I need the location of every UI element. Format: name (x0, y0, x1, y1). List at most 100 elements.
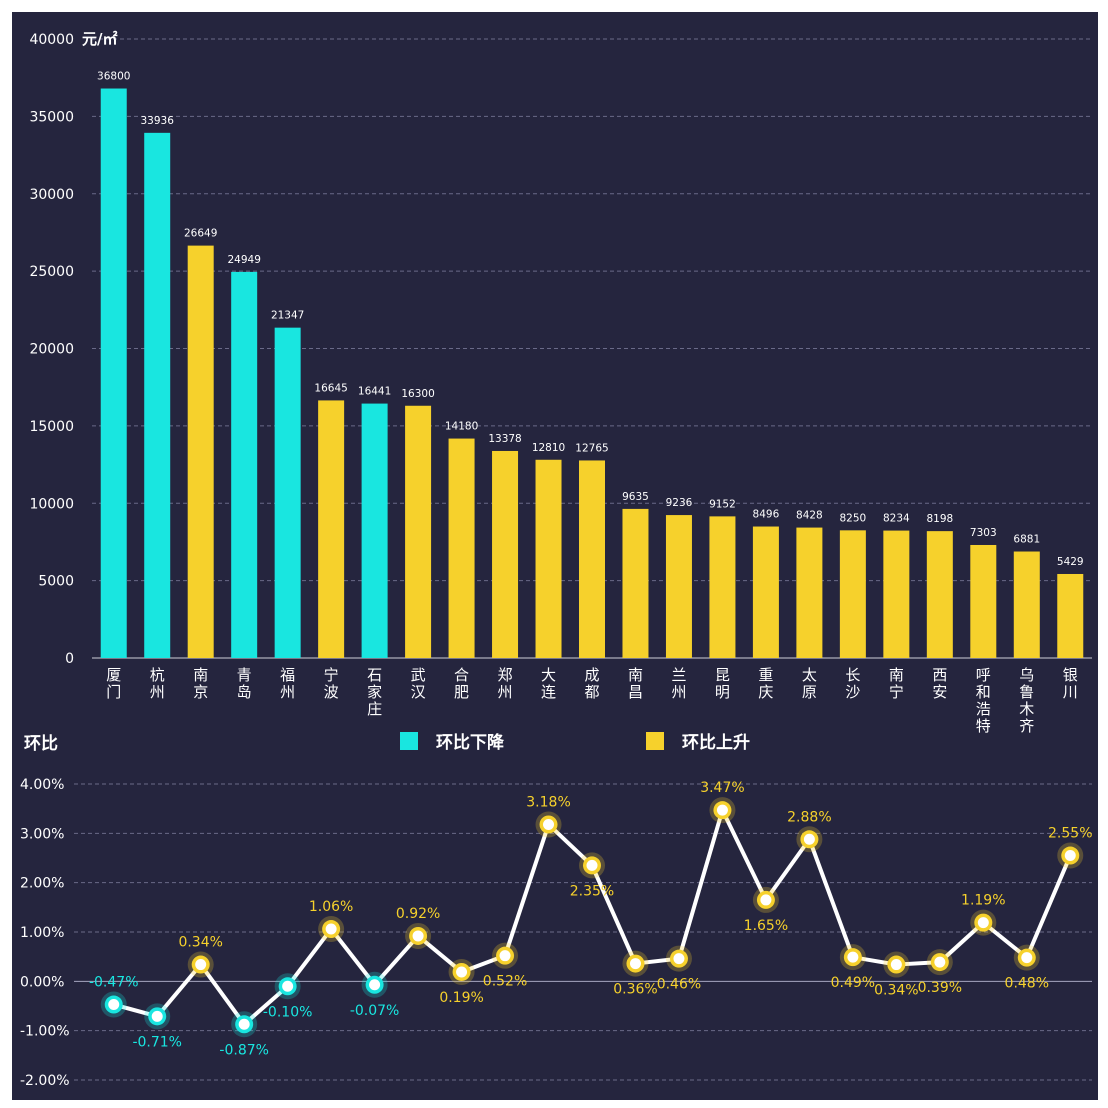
x-category-label: 银川 (1063, 666, 1078, 701)
point-value-label: 0.52% (483, 974, 527, 990)
bar (405, 405, 432, 658)
bar (318, 400, 345, 658)
point-value-label: 0.39% (918, 980, 962, 996)
bar-y-tick-label: 40000 (29, 32, 74, 48)
line-y-tick-label: 3.00% (20, 826, 64, 842)
x-category-label: 石家庄 (367, 666, 382, 718)
x-category-label: 南京 (193, 666, 208, 701)
point-dot (369, 979, 381, 991)
bar-value-label: 8250 (840, 512, 867, 524)
bar (231, 271, 258, 658)
bar-value-label: 8496 (753, 509, 780, 521)
x-category-label: 昆明 (715, 666, 730, 701)
point-dot (151, 1010, 163, 1022)
x-category-label: 福州 (280, 666, 295, 701)
legend-swatch-increase (646, 732, 664, 750)
bar-value-label: 8428 (796, 510, 823, 522)
line-y-tick-label: 0.00% (20, 974, 64, 990)
point-dot (456, 966, 468, 978)
legend-swatch-decrease (400, 732, 418, 750)
point-dot (934, 956, 946, 968)
bar-value-label: 16441 (358, 386, 391, 398)
line-y-tick-label: 4.00% (20, 777, 64, 793)
point-dot (760, 894, 772, 906)
point-dot (847, 951, 859, 963)
legend: 环比下降 环比上升 (400, 732, 750, 753)
legend-label-increase: 环比上升 (682, 732, 750, 753)
point-value-label: 0.92% (396, 906, 440, 922)
x-category-label: 宁波 (324, 666, 339, 701)
point-dot (412, 930, 424, 942)
chart-panel: 36800 33936 26649 24949 21347 16645 16441 16300… (12, 12, 1098, 1100)
bar-value-label: 13378 (488, 433, 521, 445)
bar-y-tick-label: 35000 (29, 109, 74, 125)
bar (144, 132, 171, 658)
point-value-label: 0.36% (613, 982, 657, 998)
point-value-label: 1.19% (961, 893, 1005, 909)
point-dot (1064, 850, 1076, 862)
point-value-label: 0.19% (439, 990, 483, 1006)
price-chart: 36800 33936 26649 24949 21347 16645 16441 16300… (20, 30, 1093, 1089)
bar-value-label: 8234 (883, 513, 910, 525)
bar-value-label: 5429 (1057, 556, 1084, 568)
x-category-label: 南宁 (889, 666, 904, 701)
bar (448, 438, 475, 658)
x-category-label: 杭州 (150, 666, 165, 701)
line-chart-title: 环比 (24, 733, 58, 754)
point-dot (629, 958, 641, 970)
bar (926, 531, 953, 658)
point-dot (543, 818, 555, 830)
bar (665, 515, 692, 658)
bar-value-label: 9635 (622, 491, 649, 503)
x-category-label: 乌鲁木齐 (1019, 666, 1034, 735)
bar-value-label: 8198 (926, 513, 953, 525)
point-value-label: -0.47% (89, 975, 139, 991)
bar-value-label: 9236 (666, 497, 693, 509)
x-category-label: 太原 (802, 666, 817, 701)
point-value-label: 1.65% (744, 918, 788, 934)
bar (535, 459, 562, 658)
bar-y-tick-label: 15000 (29, 419, 74, 435)
line-y-tick-label: -2.00% (20, 1073, 70, 1089)
point-value-label: 2.88% (787, 809, 831, 825)
bar (970, 544, 997, 658)
point-dot (890, 959, 902, 971)
point-value-label: 3.18% (526, 794, 570, 810)
point-value-label: 0.34% (178, 935, 222, 951)
point-dot (1021, 952, 1033, 964)
point-dot (586, 859, 598, 871)
x-category-label: 长沙 (845, 666, 860, 701)
point-dot (716, 804, 728, 816)
bar (100, 88, 127, 658)
point-value-label: -0.71% (132, 1034, 182, 1050)
point-dot (673, 953, 685, 965)
x-category-label: 青岛 (237, 666, 252, 701)
bar (361, 403, 388, 658)
point-value-label: 3.47% (700, 780, 744, 796)
point-value-label: 0.46% (657, 977, 701, 993)
bar (492, 450, 519, 658)
bar-y-tick-label: 10000 (29, 496, 74, 512)
bar-value-label: 6881 (1013, 534, 1040, 546)
bar-value-label: 16645 (314, 382, 347, 394)
bar (187, 245, 214, 658)
point-value-label: 1.06% (309, 899, 353, 915)
bar-value-label: 26649 (184, 228, 217, 240)
point-value-label: -0.87% (219, 1042, 269, 1058)
bar (579, 460, 605, 658)
bar (839, 530, 866, 658)
bar-y-tick-label: 25000 (29, 264, 74, 280)
x-category-label: 西安 (932, 666, 947, 701)
bar (1057, 573, 1084, 658)
bar-value-label: 16300 (401, 388, 434, 400)
bar-value-label: 21347 (271, 310, 304, 322)
line-y-tick-label: 2.00% (20, 876, 64, 892)
bar-y-tick-label: 30000 (29, 187, 74, 203)
point-value-label: -0.07% (350, 1003, 400, 1019)
point-value-label: 2.55% (1048, 826, 1092, 842)
point-dot (803, 833, 815, 845)
x-category-label: 郑州 (498, 666, 513, 701)
bar-value-label: 24949 (227, 254, 260, 266)
bar-value-label: 9152 (709, 498, 736, 510)
point-dot (238, 1018, 250, 1030)
